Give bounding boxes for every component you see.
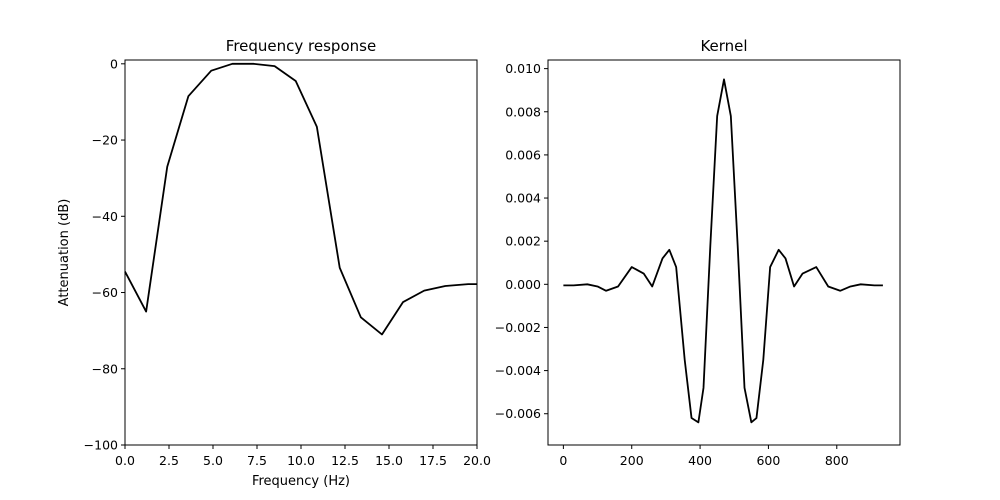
frequency-response-y-tick-label: −40 (92, 209, 118, 224)
kernel-y-tick-label: 0.010 (505, 61, 541, 76)
frequency-response-y-tick-label: 0 (110, 56, 118, 71)
kernel-y-tick-label: 0.004 (505, 191, 541, 206)
frequency-response-x-tick-label: 15.0 (375, 453, 403, 468)
frequency-response-y-tick-label: −20 (92, 133, 118, 148)
frequency-response-x-tick-label: 20.0 (463, 453, 491, 468)
kernel-y-tick-label: 0.008 (505, 104, 541, 119)
frequency-response-x-axis-label: Frequency (Hz) (252, 474, 350, 489)
frequency-response-chart-title: Frequency response (226, 37, 376, 55)
frequency-response-panel: 0.0 2.5 5.0 7.5 10.0 12.5 15.0 17.5 20.0 0 −20 −40 −… (57, 37, 491, 489)
kernel-y-tick-label: 0.006 (505, 147, 541, 162)
frequency-response-y-tick-label: −60 (92, 285, 118, 300)
frequency-response-axes-frame (124, 59, 478, 446)
kernel-chart-title: Kernel (700, 37, 747, 55)
frequency-response-y-axis-label: Attenuation (dB) (57, 199, 72, 307)
kernel-x-tick-label: 600 (756, 453, 780, 468)
kernel-x-tick-label: 200 (620, 453, 644, 468)
frequency-response-y-tick-label: −100 (84, 438, 118, 453)
frequency-response-x-tick-label: 5.0 (203, 453, 223, 468)
frequency-response-series-line (124, 62, 477, 336)
kernel-y-tick-label: −0.006 (495, 406, 541, 421)
kernel-y-tick-label: 0.000 (505, 277, 541, 292)
kernel-x-tick-label: 800 (825, 453, 849, 468)
frequency-response-x-tick-label: 0.0 (115, 453, 135, 468)
frequency-response-y-tick-label: −80 (92, 361, 118, 376)
frequency-response-x-tick-label: 2.5 (159, 453, 179, 468)
frequency-response-x-tick-label: 12.5 (331, 453, 359, 468)
kernel-x-tick-label: 0 (559, 453, 567, 468)
kernel-panel: 0 200 400 600 800 0.010 0.008 0.006 0.004 0.002 0.… (495, 37, 901, 468)
kernel-y-tick-label: −0.004 (495, 363, 541, 378)
frequency-response-x-tick-label: 17.5 (419, 453, 447, 468)
kernel-series-line (563, 78, 883, 424)
frequency-response-x-tick-label: 10.0 (287, 453, 315, 468)
kernel-y-tick-label: −0.002 (495, 320, 541, 335)
frequency-response-x-tick-label: 7.5 (247, 453, 267, 468)
kernel-y-tick-label: 0.002 (505, 234, 541, 249)
kernel-x-tick-label: 400 (688, 453, 712, 468)
kernel-axes-frame (547, 59, 901, 446)
